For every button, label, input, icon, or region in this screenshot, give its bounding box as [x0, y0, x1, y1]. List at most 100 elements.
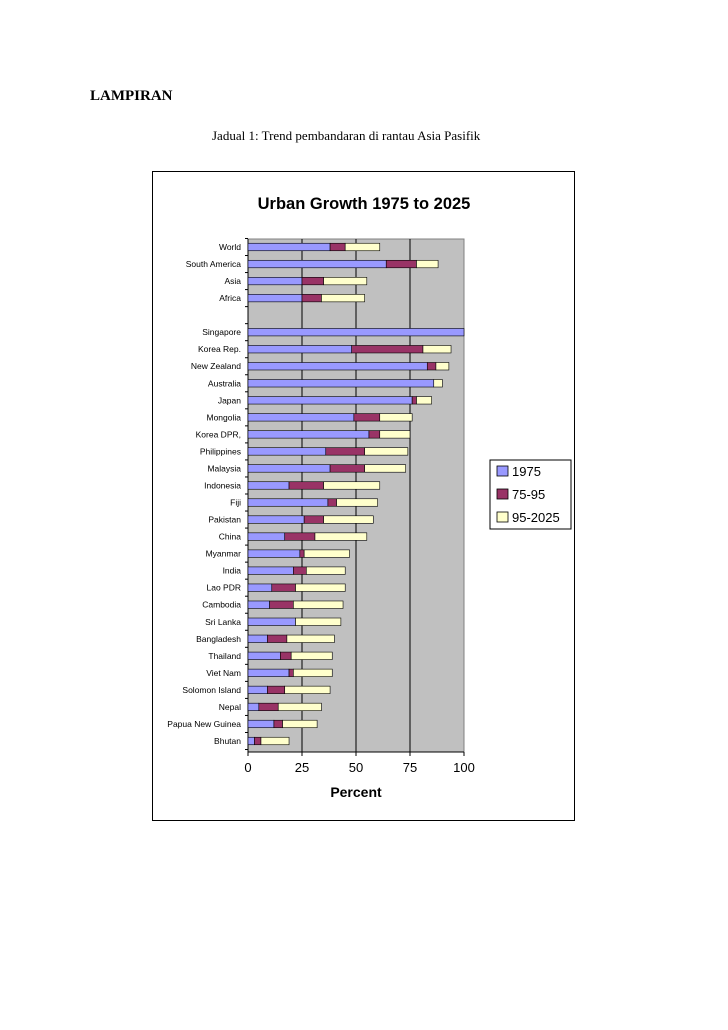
category-label-pakistan: Pakistan — [208, 515, 241, 525]
bar-viet-nam-95-2025 — [293, 668, 333, 677]
legend-swatch-1975 — [496, 465, 509, 477]
bar-singapore-1975 — [247, 328, 465, 337]
bar-india-75-95 — [293, 566, 307, 575]
category-label-nepal: Nepal — [219, 702, 241, 712]
bar-viet-nam-75-95 — [288, 668, 294, 677]
bar-pakistan-75-95 — [303, 515, 324, 524]
category-label-africa: Africa — [219, 293, 241, 303]
bar-nepal-75-95 — [258, 702, 279, 711]
category-label-south-america: South America — [186, 259, 242, 269]
category-label-malaysia: Malaysia — [207, 463, 241, 473]
bar-japan-1975 — [247, 396, 413, 405]
bar-bhutan-95-2025 — [260, 736, 290, 746]
bar-pakistan-95-2025 — [323, 515, 374, 524]
category-label-australia: Australia — [208, 378, 241, 388]
category-label-bangladesh: Bangladesh — [196, 634, 241, 644]
bar-asia-75-95 — [301, 277, 324, 286]
bar-korea-rep-75-95 — [351, 345, 424, 354]
category-label-world: World — [219, 242, 241, 252]
bar-bhutan-1975 — [247, 736, 255, 746]
bar-indonesia-95-2025 — [323, 481, 381, 490]
bar-asia-95-2025 — [323, 277, 368, 286]
bar-solomon-island-75-95 — [267, 685, 286, 694]
bar-new-zealand-95-2025 — [435, 362, 450, 371]
bar-myanmar-95-2025 — [303, 549, 350, 558]
bar-africa-75-95 — [301, 294, 322, 303]
bar-philippines-1975 — [247, 447, 327, 456]
bar-malaysia-1975 — [247, 464, 331, 473]
category-label-bhutan: Bhutan — [214, 736, 241, 746]
category-label-asia: Asia — [224, 276, 241, 286]
bar-fiji-75-95 — [327, 498, 337, 507]
bar-nepal-1975 — [247, 702, 260, 711]
bar-bhutan-75-95 — [254, 736, 262, 746]
bar-new-zealand-75-95 — [426, 362, 437, 371]
bar-lao-pdr-1975 — [247, 583, 273, 592]
bar-australia-1975 — [247, 379, 435, 388]
bar-world-1975 — [247, 242, 331, 252]
bar-cambodia-95-2025 — [293, 600, 344, 609]
bar-south-america-95-2025 — [416, 259, 439, 269]
category-label-lao-pdr: Lao PDR — [207, 583, 242, 593]
bar-bangladesh-75-95 — [267, 634, 288, 643]
bar-thailand-95-2025 — [290, 651, 333, 660]
x-tick-label: 100 — [453, 760, 475, 775]
category-label-japan: Japan — [218, 395, 241, 405]
category-label-solomon-island: Solomon Island — [182, 685, 241, 695]
bar-thailand-75-95 — [280, 651, 292, 660]
bar-cambodia-1975 — [247, 600, 270, 609]
category-label-viet-nam: Viet Nam — [206, 668, 241, 678]
legend-label-75-95: 75-95 — [512, 487, 545, 502]
category-label-china: China — [219, 532, 241, 542]
bar-fiji-1975 — [247, 498, 329, 507]
bar-india-95-2025 — [306, 566, 346, 575]
bar-philippines-75-95 — [325, 447, 365, 456]
bar-bangladesh-95-2025 — [286, 634, 335, 643]
category-label-mongolia: Mongolia — [207, 412, 242, 422]
bar-australia-95-2025 — [433, 379, 443, 388]
x-tick-label: 0 — [244, 760, 251, 775]
bar-philippines-95-2025 — [364, 447, 409, 456]
bar-korea-dpr-95-2025 — [379, 430, 411, 439]
category-label-cambodia: Cambodia — [202, 600, 241, 610]
bar-china-95-2025 — [314, 532, 368, 541]
legend-swatch-95-2025 — [496, 511, 509, 523]
category-label-papua-new-guinea: Papua New Guinea — [167, 719, 241, 729]
category-label-philippines: Philippines — [200, 446, 241, 456]
bar-myanmar-1975 — [247, 549, 301, 558]
bar-south-america-1975 — [247, 259, 387, 269]
bar-lao-pdr-95-2025 — [295, 583, 346, 592]
category-label-fiji: Fiji — [230, 498, 241, 508]
bar-thailand-1975 — [247, 651, 281, 660]
bar-fiji-95-2025 — [336, 498, 378, 507]
bar-korea-rep-95-2025 — [422, 345, 452, 354]
x-tick-label: 75 — [403, 760, 417, 775]
bar-africa-1975 — [247, 294, 303, 303]
legend-swatch-75-95 — [496, 488, 509, 500]
bar-solomon-island-95-2025 — [284, 685, 331, 694]
bar-malaysia-75-95 — [329, 464, 365, 473]
category-label-indonesia: Indonesia — [204, 480, 241, 490]
bar-mongolia-75-95 — [353, 413, 381, 422]
bar-malaysia-95-2025 — [364, 464, 406, 473]
bar-asia-1975 — [247, 277, 303, 286]
bar-mongolia-95-2025 — [379, 413, 413, 422]
bar-world-75-95 — [329, 242, 346, 252]
bar-korea-dpr-75-95 — [368, 430, 381, 439]
bar-korea-rep-1975 — [247, 345, 352, 354]
bar-cambodia-75-95 — [269, 600, 294, 609]
page-heading: LAMPIRAN — [90, 88, 173, 104]
category-label-india: India — [223, 566, 242, 576]
table-caption: Jadual 1: Trend pembandaran di rantau As… — [212, 128, 481, 143]
legend-label-95-2025: 95-2025 — [512, 510, 560, 525]
bar-china-1975 — [247, 532, 286, 541]
bar-africa-95-2025 — [321, 294, 365, 303]
category-label-korea-dpr: Korea DPR, — [196, 429, 241, 439]
category-label-singapore: Singapore — [202, 327, 241, 337]
category-label-korea-rep: Korea Rep. — [198, 344, 241, 354]
category-label-new-zealand: New Zealand — [191, 361, 241, 371]
bar-world-95-2025 — [344, 242, 381, 252]
bar-bangladesh-1975 — [247, 634, 268, 643]
category-label-sri-lanka: Sri Lanka — [205, 617, 241, 627]
bar-korea-dpr-1975 — [247, 430, 370, 439]
